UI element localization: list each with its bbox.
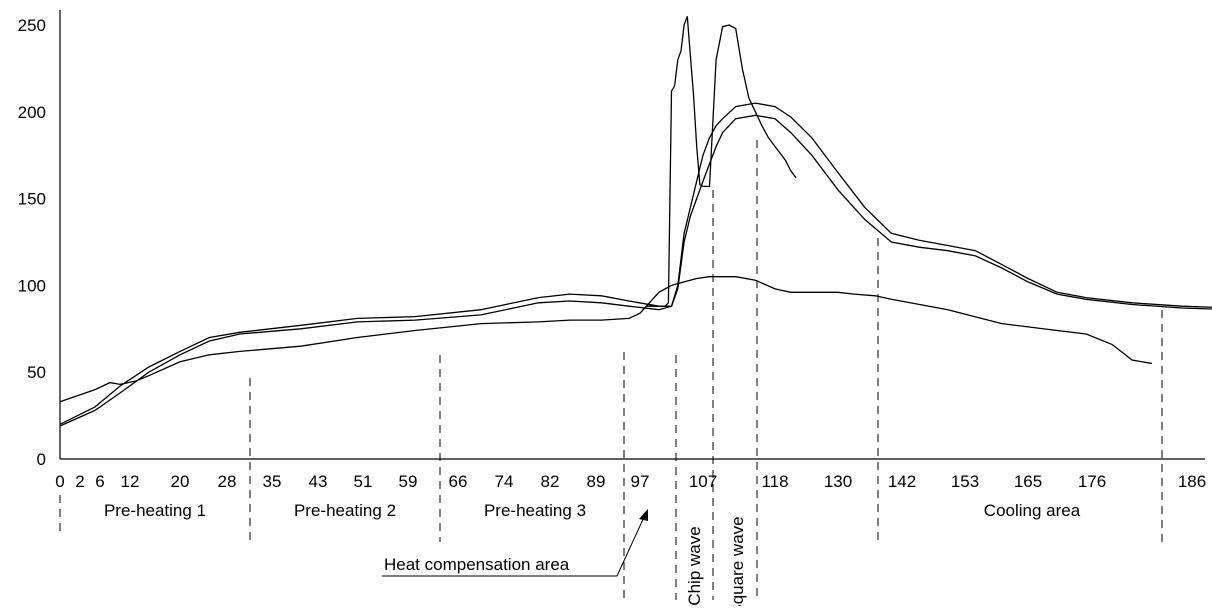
zone-label-heat-compensation: Heat compensation area: [384, 555, 570, 574]
x-tick-label: 118: [761, 472, 788, 491]
x-tick-label: 74: [495, 472, 514, 491]
y-tick-labels: 0 50 100 150 200 250: [18, 16, 46, 469]
zone-label-chip-wave: Chip wave: [685, 526, 704, 605]
zone-label-square-wave: Square wave: [728, 516, 747, 606]
callout-arrow-line: [616, 514, 646, 577]
series-group: [59, 16, 1212, 427]
axes: [59, 10, 1205, 460]
y-tick-label: 0: [37, 450, 46, 469]
x-tick-label: 176: [1078, 472, 1106, 491]
series-line-4: [646, 16, 797, 307]
x-tick-label: 165: [1014, 472, 1042, 491]
x-tick-label: 2: [75, 472, 84, 491]
x-tick-label: 153: [951, 472, 979, 491]
x-tick-label: 0: [55, 472, 64, 491]
series-line-3: [59, 276, 1153, 403]
y-tick-label: 150: [18, 190, 46, 209]
x-tick-label: 82: [541, 472, 560, 491]
y-tick-label: 50: [27, 363, 46, 382]
x-tick-label: 130: [824, 472, 852, 491]
x-tick-label: 20: [171, 472, 190, 491]
zone-dividers: [59, 140, 1163, 600]
y-tick-label: 200: [18, 103, 46, 122]
x-tick-label: 59: [399, 472, 418, 491]
series-line-2: [59, 114, 1212, 427]
zone-label-pre-heating-3: Pre-heating 3: [484, 501, 586, 520]
x-tick-label: 142: [888, 472, 916, 491]
callout-arrowhead: [639, 509, 648, 521]
x-tick-label: 107: [689, 472, 717, 491]
x-tick-label: 66: [449, 472, 468, 491]
x-tick-label: 43: [309, 472, 328, 491]
y-tick-label: 250: [18, 16, 46, 35]
zone-labels: Pre-heating 1 Pre-heating 2 Pre-heating …: [104, 501, 1081, 611]
heat-compensation-callout: [382, 509, 648, 577]
x-tick-label: 97: [631, 472, 650, 491]
zone-label-cooling-area: Cooling area: [984, 501, 1081, 520]
x-tick-label: 51: [354, 472, 373, 491]
zone-label-pre-heating-2: Pre-heating 2: [294, 501, 396, 520]
x-tick-label: 28: [218, 472, 237, 491]
x-tick-label: 12: [121, 472, 140, 491]
series-line-1: [59, 102, 1212, 425]
x-tick-label: 6: [95, 472, 104, 491]
x-tick-label: 35: [263, 472, 282, 491]
x-tick-label: 89: [587, 472, 606, 491]
y-tick-label: 100: [18, 276, 46, 295]
x-tick-label: 186: [1178, 472, 1206, 491]
x-tick-labels: 0 2 6 12 20 28 35 43 51 59 66 74 82 89 97 107 118 130 142 1…: [55, 472, 1206, 491]
zone-label-pre-heating-1: Pre-heating 1: [104, 501, 206, 520]
